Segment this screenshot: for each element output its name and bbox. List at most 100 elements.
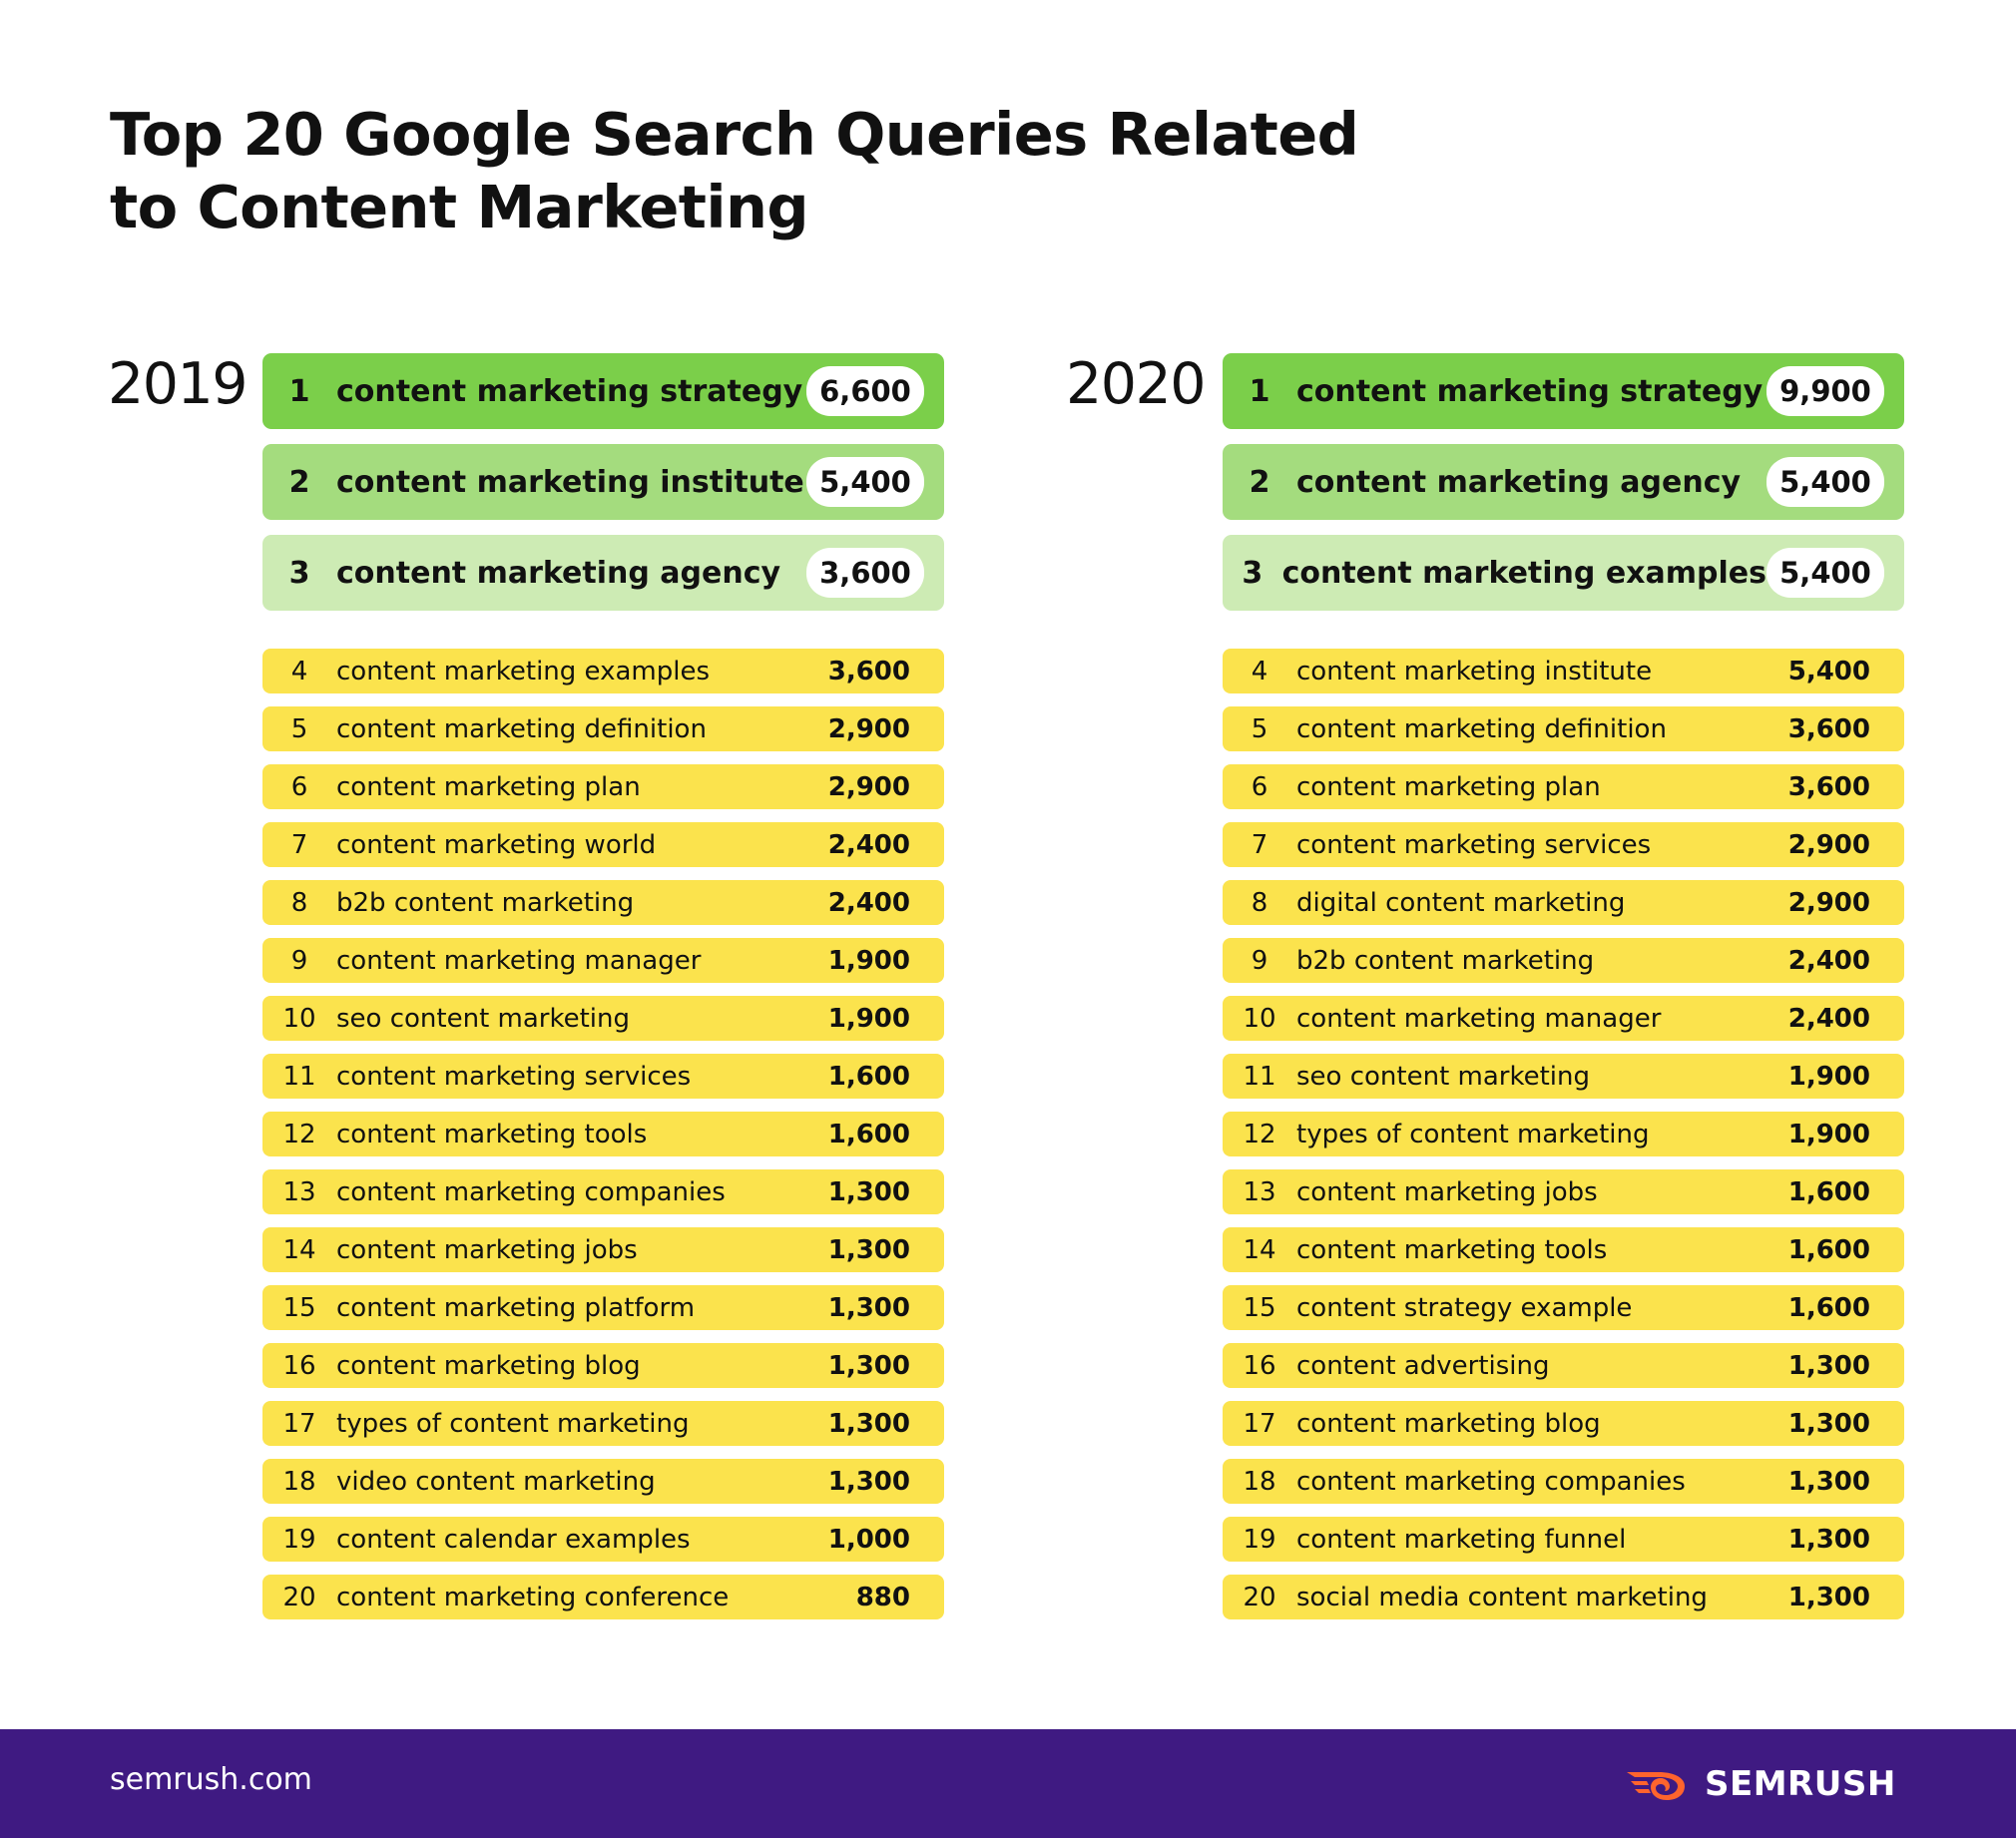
title-line-1: Top 20 Google Search Queries Related [110,100,1359,169]
table-row: 12 content marketing tools 1,600 [262,1112,944,1156]
table-row: 7 content marketing services 2,900 [1223,822,1904,867]
table-row: 18 content marketing companies 1,300 [1223,1459,1904,1504]
table-row: 16 content marketing blog 1,300 [262,1343,944,1388]
year-label-2020: 2020 [1066,351,1207,417]
volume-value: 1,300 [1787,1350,1870,1381]
rank-number: 2 [1249,464,1270,500]
volume-value: 2,900 [1787,887,1870,918]
rank-number: 20 [1243,1582,1276,1612]
query-label: seo content marketing [1296,1061,1590,1092]
volume-value: 1,000 [827,1524,910,1555]
query-label: content marketing blog [336,1350,641,1381]
rank-number: 7 [290,829,308,860]
volume-value: 1,300 [827,1350,910,1381]
query-label: b2b content marketing [336,887,635,918]
volume-value: 1,900 [827,1003,910,1034]
query-label: seo content marketing [336,1003,630,1034]
query-label: content calendar examples [336,1524,691,1555]
query-label: content marketing institute [1296,656,1653,687]
table-row: 5 content marketing definition 2,900 [262,706,944,751]
query-label: content marketing strategy [1296,373,1764,409]
volume-value: 1,900 [827,945,910,976]
query-label: content marketing companies [336,1176,726,1207]
rank-number: 12 [282,1119,316,1149]
table-row: 20 content marketing conference 880 [262,1575,944,1619]
volume-value: 1,600 [827,1061,910,1092]
volume-value: 3,600 [1787,771,1870,802]
table-row: 17 content marketing blog 1,300 [1223,1401,1904,1446]
query-label: content advertising [1296,1350,1550,1381]
rank-number: 14 [1243,1234,1276,1265]
volume-value: 5,400 [1787,656,1870,687]
volume-value: 1,300 [1787,1524,1870,1555]
query-label: content marketing tools [336,1119,648,1149]
rank-number: 8 [290,887,308,918]
table-row: 13 content marketing jobs 1,600 [1223,1169,1904,1214]
volume-value: 2,900 [1787,829,1870,860]
volume-value: 2,900 [827,771,910,802]
query-label: content marketing blog [1296,1408,1601,1439]
rank-number: 11 [282,1061,316,1092]
volume-value: 1,300 [827,1292,910,1323]
rank-number: 17 [1243,1408,1276,1439]
title-line-2: to Content Marketing [110,173,809,241]
volume-value: 1,900 [1787,1119,1870,1149]
volume-pill: 3,600 [806,548,924,598]
table-row: 15 content marketing platform 1,300 [262,1285,944,1330]
volume-value: 1,300 [827,1234,910,1265]
rank-number: 18 [282,1466,316,1497]
footer-url[interactable]: semrush.com [110,1762,312,1797]
table-row: 15 content strategy example 1,600 [1223,1285,1904,1330]
table-row: 1 content marketing strategy 9,900 [1223,353,1904,429]
table-row: 14 content marketing tools 1,600 [1223,1227,1904,1272]
query-label: content marketing definition [1296,713,1667,744]
volume-value: 1,300 [827,1466,910,1497]
table-row: 2 content marketing agency 5,400 [1223,444,1904,520]
table-row: 17 types of content marketing 1,300 [262,1401,944,1446]
query-label: content marketing services [1296,829,1652,860]
query-label: content marketing manager [336,945,702,976]
volume-value: 1,300 [827,1176,910,1207]
table-row: 9 b2b content marketing 2,400 [1223,938,1904,983]
volume-value: 2,400 [1787,1003,1870,1034]
table-row: 16 content advertising 1,300 [1223,1343,1904,1388]
query-label: social media content marketing [1296,1582,1708,1612]
query-label: content marketing agency [336,555,781,591]
volume-pill: 9,900 [1766,366,1884,416]
rank-number: 5 [1251,713,1268,744]
rank-number: 13 [282,1176,316,1207]
query-label: content marketing examples [1281,555,1766,591]
rank-number: 14 [282,1234,316,1265]
volume-value: 3,600 [827,656,910,687]
table-row: 19 content marketing funnel 1,300 [1223,1517,1904,1562]
volume-value: 1,300 [1787,1466,1870,1497]
volume-value: 1,600 [1787,1176,1870,1207]
rank-number: 1 [1249,373,1270,409]
year-label-2019: 2019 [108,351,249,417]
rank-number: 2 [288,464,310,500]
rank-number: 8 [1251,887,1268,918]
table-row: 14 content marketing jobs 1,300 [262,1227,944,1272]
query-label: content marketing funnel [1296,1524,1627,1555]
volume-value: 1,600 [827,1119,910,1149]
query-label: content marketing jobs [336,1234,638,1265]
volume-value: 3,600 [1787,713,1870,744]
query-label: digital content marketing [1296,887,1626,918]
brand-logo: SEMRUSH [1625,1763,1896,1805]
table-row: 10 content marketing manager 2,400 [1223,996,1904,1041]
rank-number: 6 [290,771,308,802]
ranking-table-2020: 1 content marketing strategy 9,900 2 content… [1223,353,1904,1632]
query-label: content marketing services [336,1061,692,1092]
rank-number: 9 [1251,945,1268,976]
rank-number: 12 [1243,1119,1276,1149]
rank-number: 11 [1243,1061,1276,1092]
volume-value: 2,900 [827,713,910,744]
table-row: 7 content marketing world 2,400 [262,822,944,867]
rank-number: 3 [1242,555,1263,591]
table-row: 4 content marketing examples 3,600 [262,649,944,693]
rank-number: 17 [282,1408,316,1439]
query-label: content marketing institute [336,464,804,500]
volume-value: 1,300 [827,1408,910,1439]
rank-number: 15 [1243,1292,1276,1323]
rank-number: 15 [282,1292,316,1323]
